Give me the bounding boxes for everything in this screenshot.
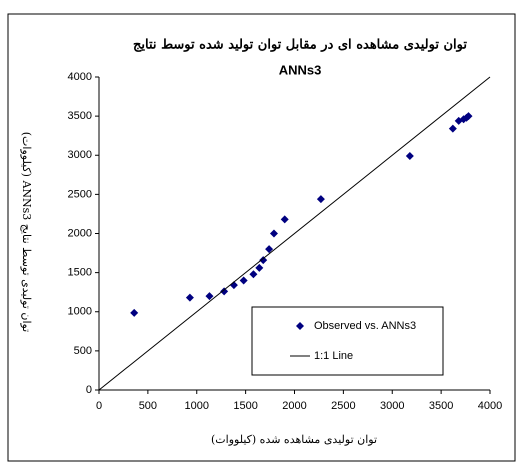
x-tick-label: 2500 xyxy=(331,400,355,412)
point xyxy=(265,245,274,254)
x-tick-label: 0 xyxy=(96,400,102,412)
chart-title: توان تولیدی مشاهده ای در مقابل توان تولی… xyxy=(133,38,467,53)
y-axis-label: توان تولیدی توسط نتایج ANNs3 (کیلووات) xyxy=(20,132,33,333)
legend-marker xyxy=(296,322,304,330)
point xyxy=(205,292,214,301)
point xyxy=(249,270,258,279)
x-tick-label: 500 xyxy=(139,400,157,412)
x-tick-label: 1500 xyxy=(233,400,257,412)
y-tick-label: 2000 xyxy=(68,227,92,239)
x-tick-label: 2000 xyxy=(282,400,306,412)
point xyxy=(130,308,139,317)
y-tick-label: 4000 xyxy=(68,71,92,83)
point xyxy=(185,293,194,302)
x-tick-label: 1000 xyxy=(185,400,209,412)
point xyxy=(259,256,268,265)
point xyxy=(464,112,473,121)
y-tick-label: 1500 xyxy=(68,267,92,279)
y-tick-label: 500 xyxy=(74,345,92,357)
point xyxy=(316,195,325,204)
y-tick-label: 2500 xyxy=(68,188,92,200)
x-tick-label: 3000 xyxy=(380,400,404,412)
chart-frame xyxy=(7,13,516,462)
x-axis-label: توان تولیدی مشاهده شده (کیلووات) xyxy=(211,433,377,446)
legend-box xyxy=(251,306,444,376)
x-tick-label: 3500 xyxy=(429,400,453,412)
point xyxy=(255,263,264,272)
line xyxy=(98,76,491,391)
point xyxy=(448,124,457,133)
y-tick-label: 3500 xyxy=(68,110,92,122)
point xyxy=(280,215,289,224)
point xyxy=(269,229,278,238)
y-tick-label: 0 xyxy=(86,384,92,396)
point xyxy=(405,152,414,161)
legend-label: 1:1 Line xyxy=(314,350,353,362)
y-tick-label: 1000 xyxy=(68,306,92,318)
chart-subtitle: ANNs3 xyxy=(279,62,322,77)
point xyxy=(220,287,229,296)
y-tick-label: 3000 xyxy=(68,149,92,161)
x-tick-label: 4000 xyxy=(478,400,502,412)
point xyxy=(239,276,248,285)
legend-label: Observed vs. ANNs3 xyxy=(314,320,416,332)
